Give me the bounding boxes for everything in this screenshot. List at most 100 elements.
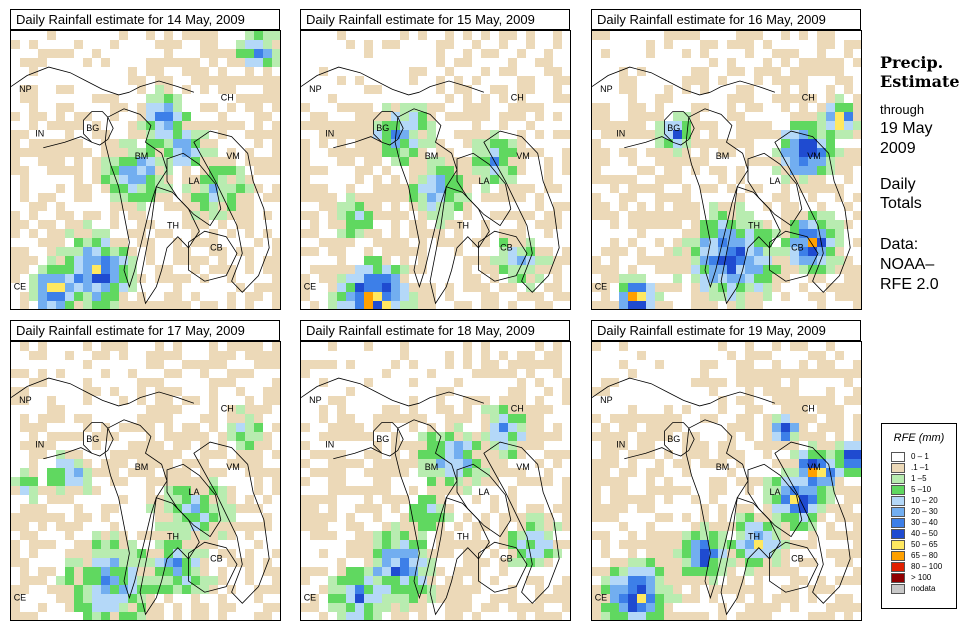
rain-cell [137,387,146,396]
rain-cell [664,175,673,184]
rain-cell [200,576,209,585]
rain-cell [65,603,74,612]
rain-cell [853,549,861,558]
rain-cell [754,513,763,522]
rain-cell [236,450,245,459]
rain-cell [745,423,754,432]
rain-cell [490,423,499,432]
country-label-ch: CH [511,404,524,414]
rain-cell [826,238,835,247]
rain-cell [808,450,817,459]
rain-cell [517,468,526,477]
sidebar-daily-line2: Totals [880,195,922,212]
rain-cell [454,76,463,85]
rain-cell [853,274,861,283]
rain-cell [601,594,610,603]
rain-cell [101,567,110,576]
rain-cell [826,405,835,414]
border-himalaya [301,377,420,407]
rain-cell [781,486,790,495]
rain-cell [272,549,280,558]
rain-cell [236,76,245,85]
rain-cell [835,603,844,612]
rain-cell [418,459,427,468]
rain-cell [137,229,146,238]
rain-cell [56,522,65,531]
rain-cell [272,603,280,612]
rain-cell [200,121,209,130]
rain-cell [481,31,490,40]
rain-cell [382,40,391,49]
rain-cell [517,531,526,540]
rain-cell [155,405,164,414]
rain-cell [272,283,280,292]
rain-cell [463,301,472,309]
rain-cell [164,274,173,283]
rain-cell [110,211,119,220]
rain-cell [499,468,508,477]
rain-cell [182,432,191,441]
rain-cell [508,157,517,166]
rain-cell [83,283,92,292]
rain-cell [535,423,544,432]
rain-cell [763,247,772,256]
rain-cell [20,342,29,351]
rain-cell [47,283,56,292]
rain-cell [535,193,544,202]
rain-cell [427,585,436,594]
rain-cell [790,238,799,247]
border-cambodia [478,541,528,593]
rain-cell [745,378,754,387]
rain-cell [110,504,119,513]
rain-cell [346,202,355,211]
rain-cell [146,130,155,139]
rain-cell [173,513,182,522]
rain-cell [200,184,209,193]
rain-cell [463,567,472,576]
rain-cell [56,477,65,486]
rain-cell [454,468,463,477]
rain-cell [227,513,236,522]
rain-cell [382,495,391,504]
rain-cell [200,432,209,441]
rain-cell [245,184,254,193]
rain-cell [337,594,346,603]
rain-cell [763,265,772,274]
rain-cell [727,265,736,274]
rain-cell [673,549,682,558]
rain-cell [445,184,454,193]
rain-cell [355,283,364,292]
rain-cell [628,130,637,139]
rain-cell [382,301,391,309]
rain-cell [236,184,245,193]
rain-cell [373,292,382,301]
rain-cell [499,450,508,459]
legend-swatch [891,484,905,495]
rain-cell [400,567,409,576]
rain-cell [526,513,535,522]
rain-cell [56,585,65,594]
rain-cell [227,148,236,157]
rain-cell [736,594,745,603]
rain-cell [826,396,835,405]
rain-cell [853,130,861,139]
rain-cell [754,121,763,130]
rain-cell [808,229,817,238]
rain-cell [236,369,245,378]
rain-cell [182,576,191,585]
rain-cell [817,274,826,283]
rain-cell [346,274,355,283]
rain-cell [745,85,754,94]
rain-cell [245,148,254,157]
rain-cell [427,468,436,477]
rain-cell [56,49,65,58]
rain-cell [628,148,637,157]
rain-cell [745,301,754,309]
rain-cell [718,139,727,148]
rain-cell [499,94,508,103]
rain-cell [209,31,218,40]
rain-cell [709,130,718,139]
rain-cell [436,405,445,414]
rain-cell [236,459,245,468]
rain-cell [418,567,427,576]
